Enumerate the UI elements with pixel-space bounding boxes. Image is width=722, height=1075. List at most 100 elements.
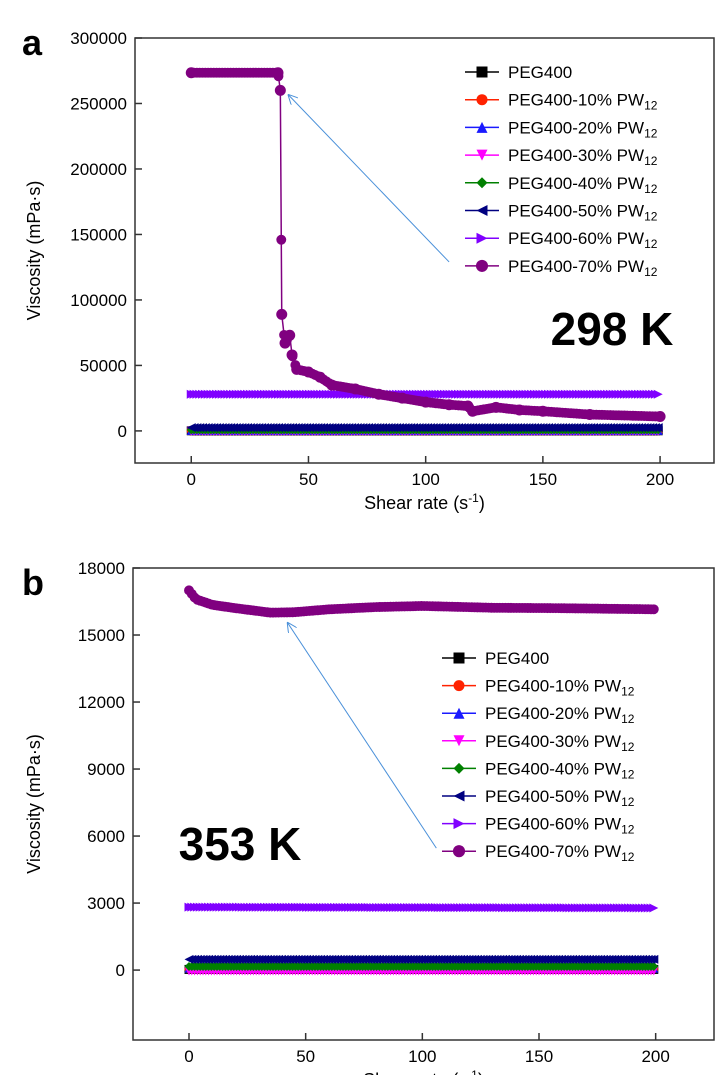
legend-label: PEG400-20% PW12: [508, 118, 658, 140]
data-point: [373, 388, 385, 400]
legend-label: PEG400-60% PW12: [508, 229, 658, 251]
x-axis-label-main: Shear rate (s: [364, 493, 468, 513]
panel-a: a 0 50 100 150 200 0 50000 100000 150000 200000 250…: [22, 22, 715, 513]
legend-label-main: PEG400-10% PW: [508, 91, 644, 110]
legend-label-main: PEG400-20% PW: [508, 118, 644, 137]
data-point: [326, 379, 338, 391]
legend-marker-square-icon: [453, 652, 465, 664]
series-5: [186, 423, 663, 433]
series-6: [184, 902, 659, 913]
legend-marker-triangle-right-icon: [453, 818, 465, 830]
legend-marker-diamond-icon: [453, 762, 465, 774]
legend-marker-circle-icon: [453, 680, 465, 692]
panel-b: b 0 50 100 150 200 0 3000 6000 9000 12000 15000 1800…: [22, 559, 715, 1075]
legend-label-main: PEG400-40% PW: [485, 759, 621, 778]
legend-label: PEG400-60% PW12: [485, 815, 635, 837]
legend-item: PEG400-30% PW12: [465, 146, 658, 168]
legend-label-sub: 12: [644, 210, 658, 224]
legend-label-sub: 12: [644, 237, 658, 251]
data-point: [284, 329, 296, 341]
data-point: [276, 308, 288, 320]
y-tick-label: 3000: [87, 894, 125, 913]
legend-label-sub: 12: [621, 795, 635, 809]
x-tick-label: 150: [529, 470, 557, 489]
legend-marker-triangle-up-icon: [476, 121, 488, 133]
legend-label-sub: 12: [644, 126, 658, 140]
legend-item: PEG400-20% PW12: [465, 118, 658, 140]
legend-label-main: PEG400-70% PW: [508, 257, 644, 276]
data-point: [654, 411, 666, 423]
x-axis-label-end: ): [479, 493, 485, 513]
legend-label: PEG400-40% PW12: [485, 759, 635, 781]
x-axis-label-end: ): [478, 1070, 484, 1075]
y-tick-label: 9000: [87, 760, 125, 779]
data-point: [649, 903, 659, 913]
data-point: [185, 67, 197, 79]
x-tick-label: 50: [296, 1047, 315, 1066]
legend-label-main: PEG400-10% PW: [485, 677, 621, 696]
legend-label: PEG400-40% PW12: [508, 174, 658, 196]
legend-item: PEG400-40% PW12: [442, 759, 635, 781]
data-point: [648, 604, 659, 615]
temperature-annotation: 353 K: [179, 818, 302, 870]
annotation-arrow: [289, 95, 450, 263]
data-point: [420, 396, 432, 408]
legend-label-sub: 12: [621, 850, 635, 864]
x-axis-label-sup: -1: [467, 1068, 478, 1075]
x-tick-label: 200: [641, 1047, 669, 1066]
legend-label: PEG400-30% PW12: [508, 146, 658, 168]
y-tick-label: 0: [116, 961, 125, 980]
data-point: [467, 405, 479, 417]
legend-label: PEG400-10% PW12: [485, 677, 635, 699]
data-point: [291, 363, 303, 375]
data-point: [349, 383, 361, 395]
legend-item: PEG400-50% PW12: [465, 202, 658, 224]
y-tick-label: 100000: [70, 291, 127, 310]
x-tick-label: 200: [646, 470, 674, 489]
x-tick-label: 150: [525, 1047, 553, 1066]
legend-item: PEG400-70% PW12: [465, 257, 658, 279]
legend-marker-circle-icon: [476, 94, 488, 106]
data-point: [274, 84, 286, 96]
legend-label: PEG400: [508, 63, 572, 82]
legend-label: PEG400-20% PW12: [485, 704, 635, 726]
y-tick-label: 12000: [78, 693, 125, 712]
legend-label-sub: 12: [644, 154, 658, 168]
annotation-arrow: [288, 623, 437, 849]
legend-label-main: PEG400-20% PW: [485, 704, 621, 723]
legend-item: PEG400-70% PW12: [442, 842, 635, 864]
temperature-annotation: 298 K: [551, 303, 674, 355]
legend-label-main: PEG400-30% PW: [508, 146, 644, 165]
legend-marker-hexagon-icon: [452, 845, 466, 858]
legend-label-sub: 12: [621, 685, 635, 699]
data-point: [653, 423, 663, 433]
legend-label: PEG400-30% PW12: [485, 732, 635, 754]
x-axis-label: Shear rate (s-1): [364, 491, 485, 513]
legend-label: PEG400-70% PW12: [508, 257, 658, 279]
legend-label-main: PEG400-50% PW: [485, 787, 621, 806]
legend-label-sub: 12: [621, 767, 635, 781]
legend-label-sub: 12: [621, 740, 635, 754]
legend-marker-triangle-up-icon: [453, 707, 465, 719]
legend-label-main: PEG400: [508, 63, 572, 82]
y-tick-label: 300000: [70, 29, 127, 48]
y-tick-label: 50000: [80, 356, 127, 375]
x-axis-label-sup: -1: [468, 491, 479, 505]
data-point: [272, 67, 284, 79]
plot-frame: [134, 37, 715, 464]
data-point: [276, 234, 287, 245]
data-point: [513, 404, 525, 416]
x-axis-label: Shear rate (s-1): [363, 1068, 484, 1075]
legend-label-main: PEG400-50% PW: [508, 202, 644, 221]
panel-label: a: [22, 22, 43, 63]
y-axis-label: Viscosity (mPa·s): [24, 734, 44, 874]
legend-label-sub: 12: [644, 182, 658, 196]
legend-label-main: PEG400-70% PW: [485, 842, 621, 861]
legend-item: PEG400-20% PW12: [442, 704, 635, 726]
legend-label-sub: 12: [621, 823, 635, 837]
series-5: [184, 954, 659, 964]
data-point: [537, 405, 549, 417]
legend-marker-diamond-icon: [476, 177, 488, 189]
